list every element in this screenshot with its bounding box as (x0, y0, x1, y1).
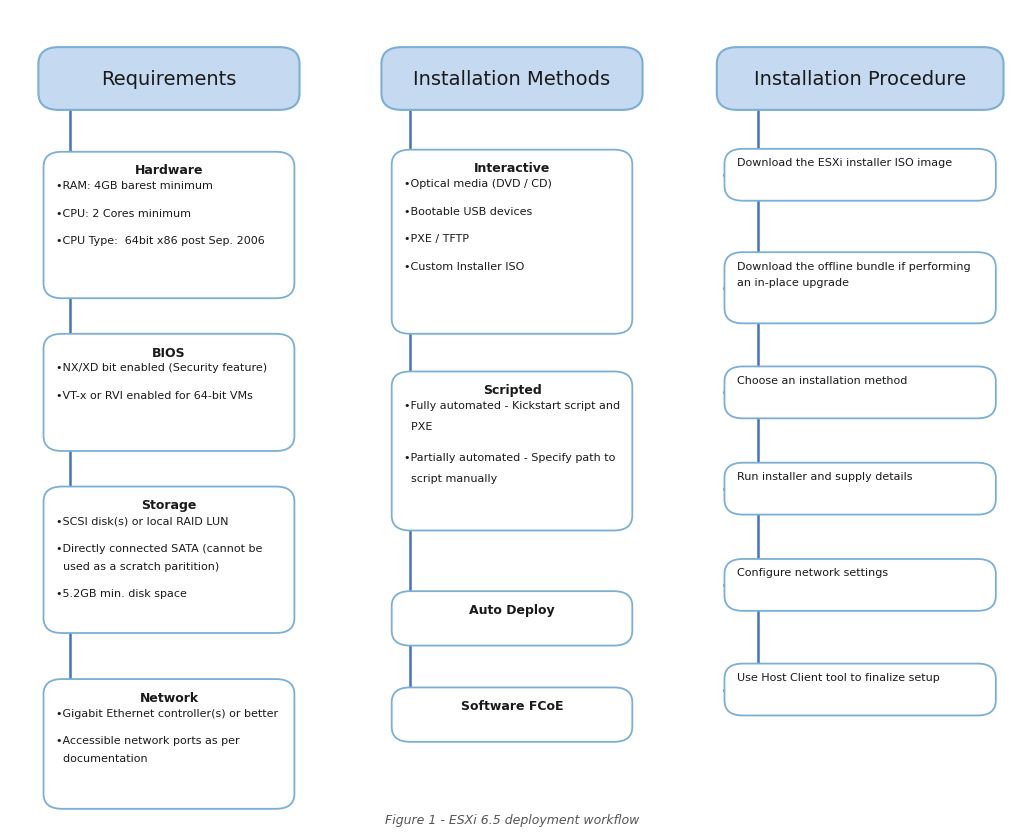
Text: •Accessible network ports as per: •Accessible network ports as per (56, 736, 240, 745)
Text: Software FCoE: Software FCoE (461, 699, 563, 712)
Text: Download the ESXi installer ISO image: Download the ESXi installer ISO image (737, 158, 952, 168)
Text: •5.2GB min. disk space: •5.2GB min. disk space (56, 589, 186, 599)
Text: •NX/XD bit enabled (Security feature): •NX/XD bit enabled (Security feature) (56, 363, 267, 373)
FancyBboxPatch shape (391, 150, 632, 334)
Text: •Bootable USB devices: •Bootable USB devices (403, 206, 532, 217)
Text: script manually: script manually (403, 473, 498, 483)
Text: •PXE / TFTP: •PXE / TFTP (403, 234, 469, 244)
Text: •Custom Installer ISO: •Custom Installer ISO (403, 262, 524, 272)
Text: Installation Methods: Installation Methods (414, 70, 610, 89)
Text: Storage: Storage (141, 498, 197, 512)
FancyBboxPatch shape (725, 664, 995, 716)
Text: used as a scratch paritition): used as a scratch paritition) (56, 561, 219, 571)
FancyBboxPatch shape (717, 48, 1004, 110)
Text: Auto Deploy: Auto Deploy (469, 604, 555, 616)
FancyBboxPatch shape (391, 687, 632, 742)
Text: Download the offline bundle if performing: Download the offline bundle if performin… (737, 261, 971, 271)
FancyBboxPatch shape (725, 367, 995, 419)
Text: Installation Procedure: Installation Procedure (754, 70, 967, 89)
Text: •Partially automated - Specify path to: •Partially automated - Specify path to (403, 453, 615, 463)
Text: •Directly connected SATA (cannot be: •Directly connected SATA (cannot be (56, 543, 262, 553)
FancyBboxPatch shape (44, 487, 295, 634)
FancyBboxPatch shape (391, 372, 632, 531)
Text: •Optical media (DVD / CD): •Optical media (DVD / CD) (403, 179, 552, 189)
Text: PXE: PXE (403, 421, 432, 431)
Text: Figure 1 - ESXi 6.5 deployment workflow: Figure 1 - ESXi 6.5 deployment workflow (385, 813, 639, 826)
Text: Interactive: Interactive (474, 162, 550, 176)
Text: Configure network settings: Configure network settings (737, 568, 888, 578)
Text: an in-place upgrade: an in-place upgrade (737, 278, 849, 288)
Text: •Fully automated - Kickstart script and: •Fully automated - Kickstart script and (403, 400, 621, 410)
Text: •SCSI disk(s) or local RAID LUN: •SCSI disk(s) or local RAID LUN (56, 515, 228, 525)
Text: BIOS: BIOS (153, 346, 185, 359)
FancyBboxPatch shape (44, 334, 295, 451)
Text: •CPU: 2 Cores minimum: •CPU: 2 Cores minimum (56, 208, 190, 218)
FancyBboxPatch shape (725, 252, 995, 324)
Text: Use Host Client tool to finalize setup: Use Host Client tool to finalize setup (737, 672, 939, 682)
FancyBboxPatch shape (725, 559, 995, 611)
FancyBboxPatch shape (44, 153, 295, 299)
FancyBboxPatch shape (391, 592, 632, 645)
Text: Hardware: Hardware (135, 164, 203, 177)
Text: Run installer and supply details: Run installer and supply details (737, 472, 912, 482)
FancyBboxPatch shape (725, 463, 995, 515)
FancyBboxPatch shape (44, 679, 295, 809)
Text: documentation: documentation (56, 753, 147, 763)
Text: •CPU Type:  64bit x86 post Sep. 2006: •CPU Type: 64bit x86 post Sep. 2006 (56, 236, 264, 246)
FancyBboxPatch shape (39, 48, 299, 110)
Text: Requirements: Requirements (101, 70, 237, 89)
Text: •Gigabit Ethernet controller(s) or better: •Gigabit Ethernet controller(s) or bette… (56, 707, 278, 717)
FancyBboxPatch shape (381, 48, 643, 110)
Text: •RAM: 4GB barest minimum: •RAM: 4GB barest minimum (56, 181, 213, 191)
Text: Network: Network (139, 691, 199, 704)
Text: Choose an installation method: Choose an installation method (737, 375, 907, 385)
FancyBboxPatch shape (725, 150, 995, 201)
Text: •VT-x or RVI enabled for 64-bit VMs: •VT-x or RVI enabled for 64-bit VMs (56, 390, 253, 400)
Text: Scripted: Scripted (482, 384, 542, 397)
